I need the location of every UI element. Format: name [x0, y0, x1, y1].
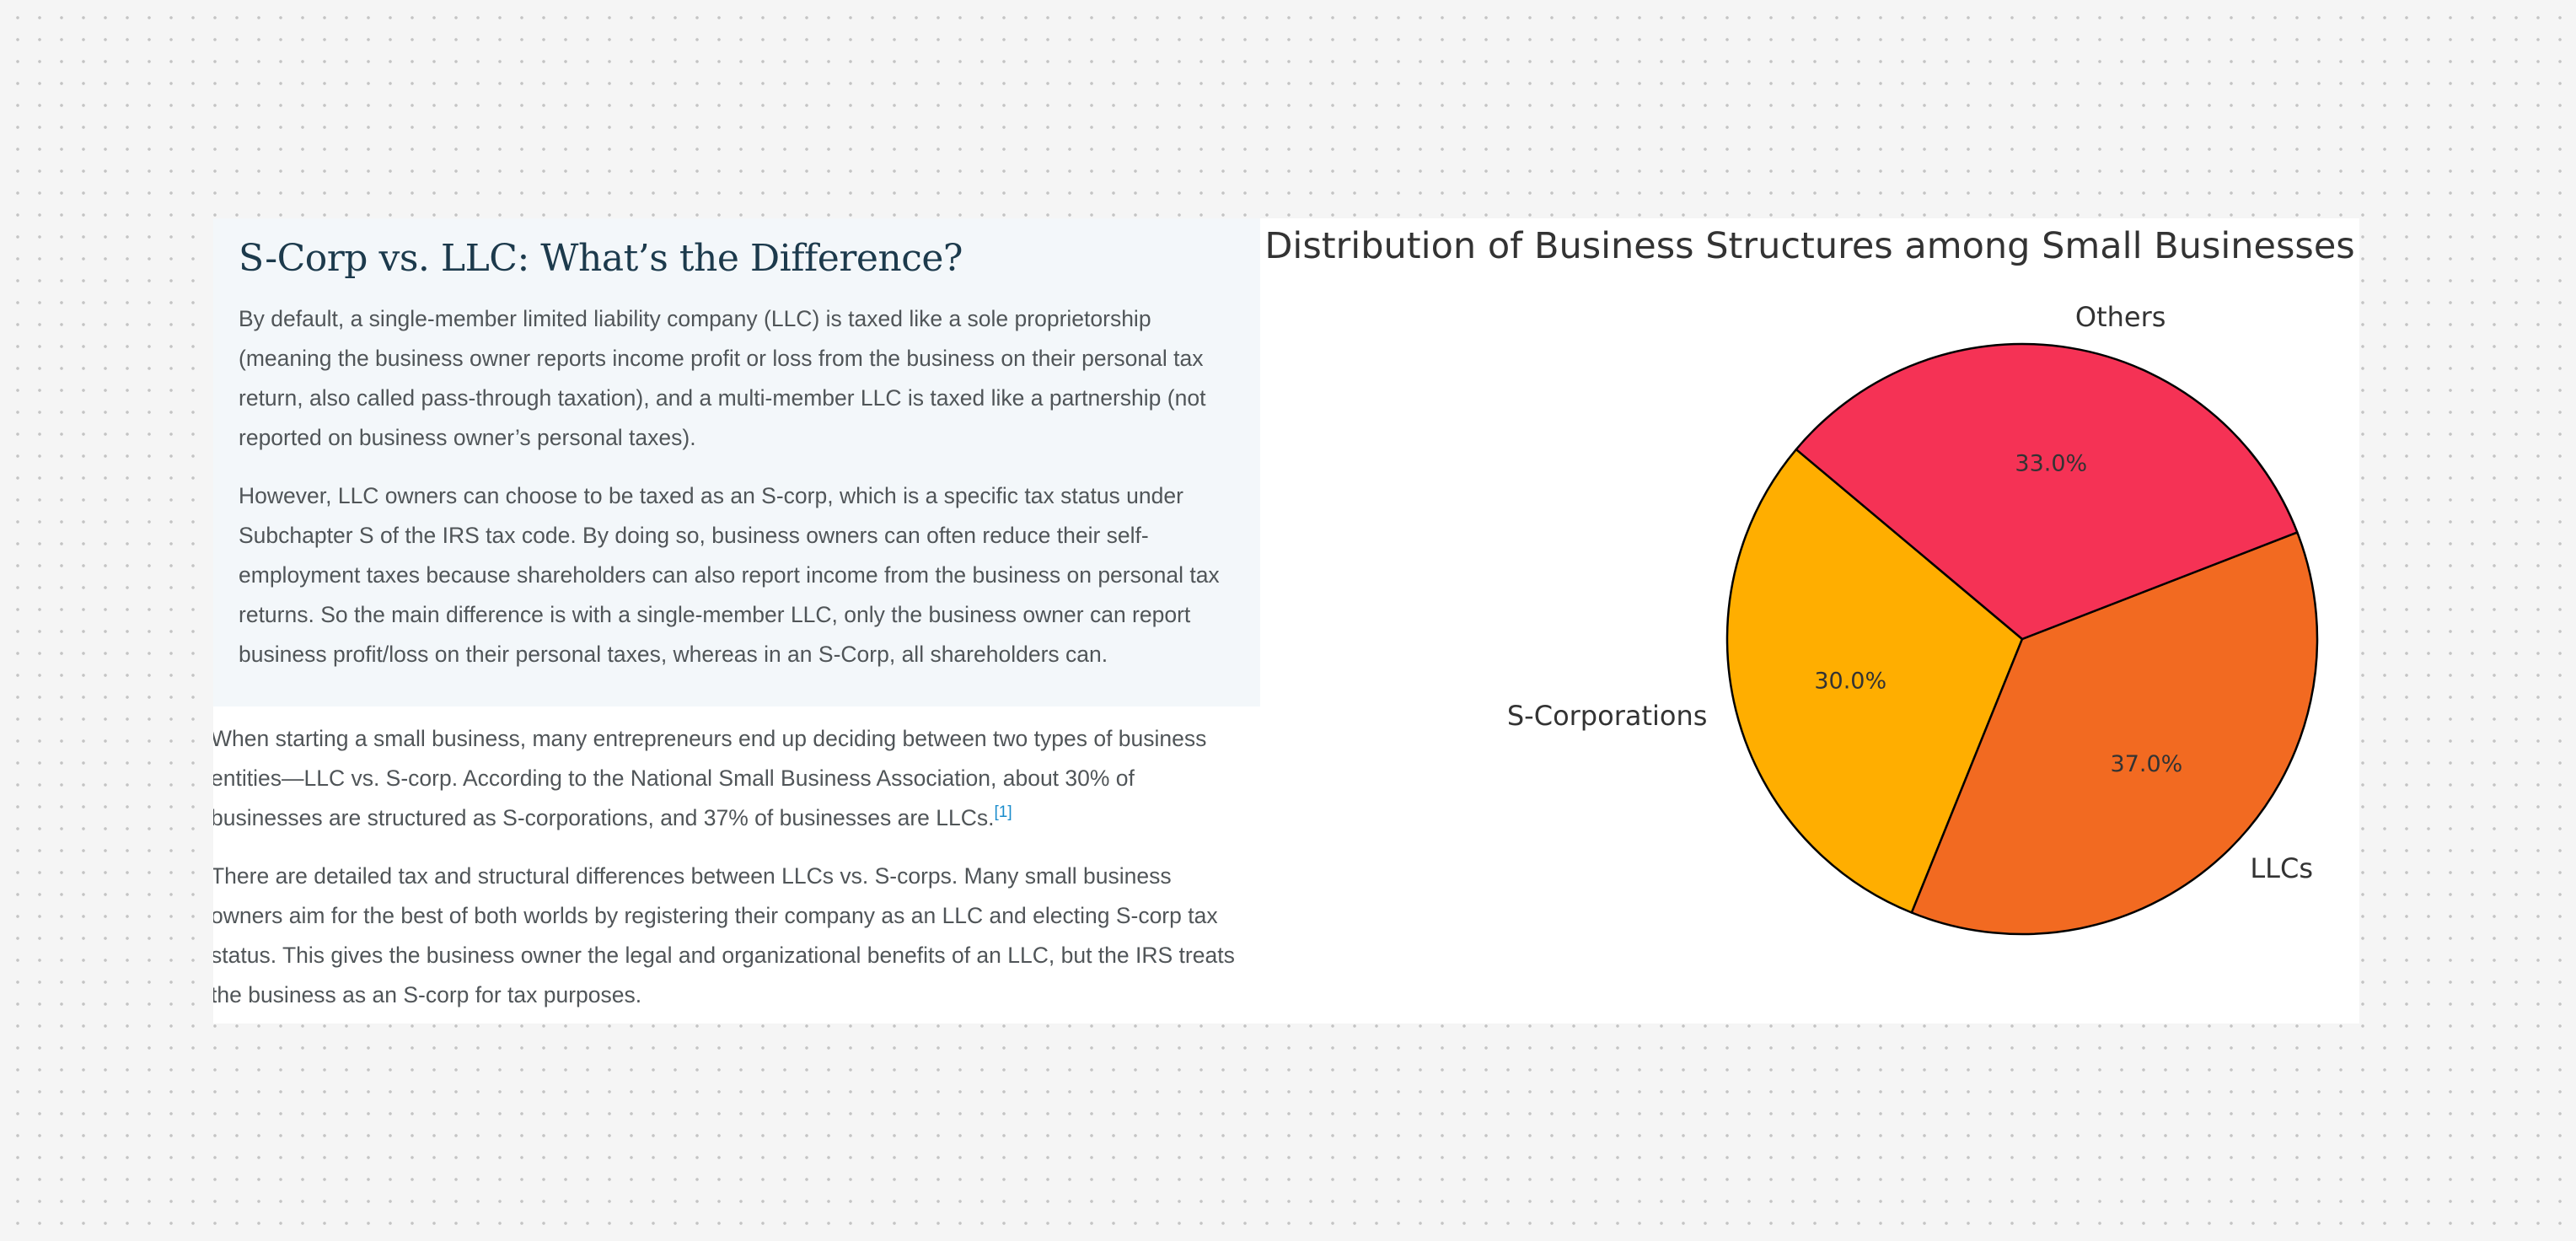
article-body: When starting a small business, many ent… — [213, 719, 1239, 1015]
slice-label: Others — [2075, 301, 2166, 333]
content-card: S-Corp vs. LLC: What’s the Difference? B… — [213, 218, 2359, 1023]
slice-percentage-label: 33.0% — [2015, 450, 2087, 476]
body-paragraph-1: When starting a small business, many ent… — [213, 719, 1239, 838]
slice-label: LLCs — [2250, 852, 2313, 884]
slice-percentage-label: 37.0% — [2111, 751, 2183, 777]
slice-percentage-label: 30.0% — [1814, 668, 1886, 694]
article-heading: S-Corp vs. LLC: What’s the Difference? — [239, 237, 963, 280]
pie-chart-svg: Distribution of Business Structures amon… — [1264, 225, 2355, 936]
callout-paragraph-1: By default, a single-member limited liab… — [239, 306, 1206, 450]
pie-slice-others — [1795, 342, 2299, 641]
pie-slice-s-corporations — [1725, 448, 2024, 914]
callout-paragraph-2: However, LLC owners can choose to be tax… — [239, 483, 1220, 667]
chart-title: Distribution of Business Structures amon… — [1264, 225, 2354, 267]
slice-label: S-Corporations — [1507, 700, 1708, 732]
pie-chart: Distribution of Business Structures amon… — [1260, 218, 2359, 1023]
article: S-Corp vs. LLC: What’s the Difference? B… — [213, 218, 1260, 1023]
footnote-link[interactable]: [1] — [994, 803, 1012, 822]
callout-box: S-Corp vs. LLC: What’s the Difference? B… — [213, 218, 1260, 706]
body-paragraph-1-text: When starting a small business, many ent… — [213, 726, 1207, 830]
body-paragraph-2: There are detailed tax and structural di… — [213, 863, 1235, 1007]
pie-slice-llcs — [1910, 531, 2319, 936]
